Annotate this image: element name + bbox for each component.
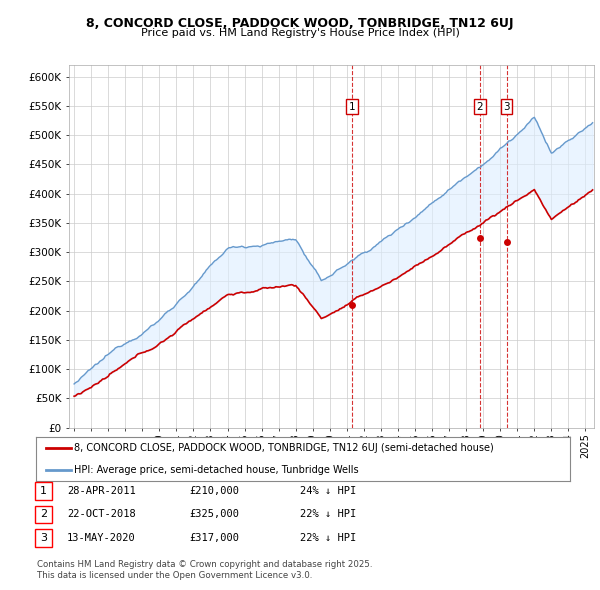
Text: 13-MAY-2020: 13-MAY-2020 [67, 533, 136, 543]
Text: 22% ↓ HPI: 22% ↓ HPI [300, 510, 356, 519]
Text: 3: 3 [503, 101, 510, 112]
Text: This data is licensed under the Open Government Licence v3.0.: This data is licensed under the Open Gov… [37, 571, 313, 580]
Text: 8, CONCORD CLOSE, PADDOCK WOOD, TONBRIDGE, TN12 6UJ (semi-detached house): 8, CONCORD CLOSE, PADDOCK WOOD, TONBRIDG… [74, 442, 494, 453]
Text: Contains HM Land Registry data © Crown copyright and database right 2025.: Contains HM Land Registry data © Crown c… [37, 560, 373, 569]
Text: 2: 2 [476, 101, 483, 112]
Text: £210,000: £210,000 [189, 486, 239, 496]
Text: Price paid vs. HM Land Registry's House Price Index (HPI): Price paid vs. HM Land Registry's House … [140, 28, 460, 38]
Text: £325,000: £325,000 [189, 510, 239, 519]
Text: 28-APR-2011: 28-APR-2011 [67, 486, 136, 496]
Text: 8, CONCORD CLOSE, PADDOCK WOOD, TONBRIDGE, TN12 6UJ: 8, CONCORD CLOSE, PADDOCK WOOD, TONBRIDG… [86, 17, 514, 30]
Text: 1: 1 [40, 486, 47, 496]
Text: 22% ↓ HPI: 22% ↓ HPI [300, 533, 356, 543]
Text: 24% ↓ HPI: 24% ↓ HPI [300, 486, 356, 496]
Text: HPI: Average price, semi-detached house, Tunbridge Wells: HPI: Average price, semi-detached house,… [74, 465, 359, 475]
Text: 2: 2 [40, 510, 47, 519]
Text: 1: 1 [349, 101, 356, 112]
Text: 22-OCT-2018: 22-OCT-2018 [67, 510, 136, 519]
Text: 3: 3 [40, 533, 47, 543]
Text: £317,000: £317,000 [189, 533, 239, 543]
